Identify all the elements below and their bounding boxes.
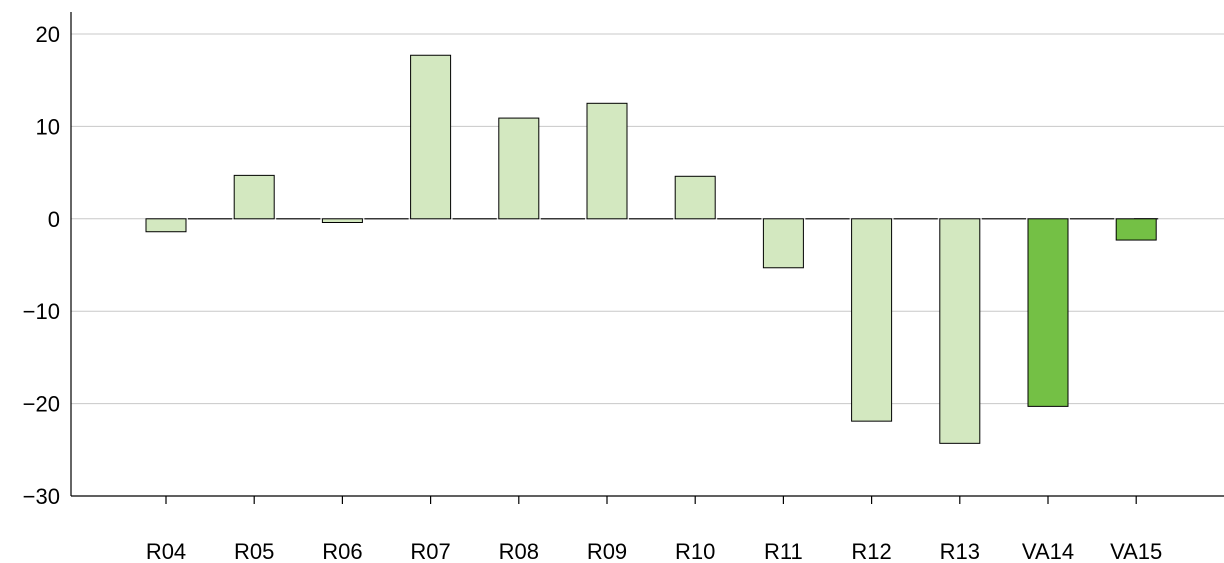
x-tick-label: R10 — [675, 539, 715, 563]
axes — [70, 12, 1224, 497]
x-tick-label: R08 — [499, 539, 539, 563]
y-tick-label: −20 — [23, 392, 60, 417]
x-tick-label: R06 — [322, 539, 362, 563]
y-tick-label: −10 — [23, 299, 60, 324]
x-tick-label: R07 — [410, 539, 450, 563]
x-tick-label: VA14 — [1022, 539, 1074, 563]
x-tick-label: R04 — [146, 539, 186, 563]
bar-r10 — [674, 175, 716, 220]
bar-va14 — [1027, 218, 1069, 407]
x-tick-label: R05 — [234, 539, 274, 563]
bar-va15 — [1115, 218, 1157, 241]
bar-r08 — [498, 117, 540, 220]
bar-r11 — [762, 218, 804, 269]
y-ticks: 20 10 0 −10 −20 −30 — [23, 22, 60, 509]
y-tick-label: 10 — [36, 114, 60, 139]
y-tick-label: −30 — [23, 484, 60, 509]
y-tick-label: 20 — [36, 22, 60, 47]
bar-r07 — [410, 54, 452, 220]
bar-r09 — [586, 102, 628, 220]
bars — [145, 54, 1157, 444]
x-tick-label: VA15 — [1110, 539, 1162, 563]
x-tick-label: R09 — [587, 539, 627, 563]
x-tick-label: R12 — [851, 539, 891, 563]
x-tick-label: R13 — [940, 539, 980, 563]
x-ticks: R04 R05 R06 R07 R08 R09 R10 R11 R12 R13 VA14 VA15 — [146, 496, 1162, 563]
bar-r12 — [851, 218, 893, 422]
x-tick-label: R11 — [764, 539, 803, 563]
y-tick-label: 0 — [48, 207, 60, 232]
bar-r05 — [233, 174, 275, 220]
bar-r04 — [145, 218, 187, 233]
bar-r06 — [321, 218, 363, 223]
bar-r13 — [939, 218, 981, 444]
